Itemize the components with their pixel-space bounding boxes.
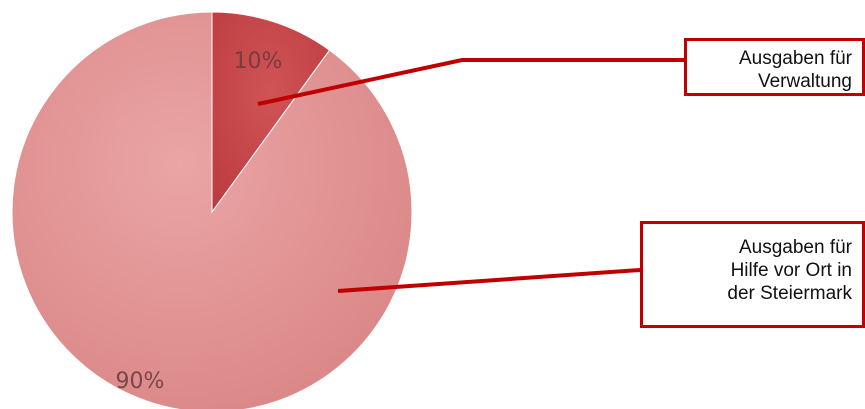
pie-slice-verwaltung xyxy=(211,11,331,214)
callout-hilfe-line-1: Ausgaben für xyxy=(738,237,852,258)
leader-line-hilfe-vor-ort xyxy=(337,268,641,293)
pie-slices xyxy=(11,11,413,409)
pie-percent-labels: 10% 90% xyxy=(116,49,283,394)
callout-verwaltung: Ausgaben für Verwaltung xyxy=(684,38,865,96)
leader-line-verwaltung xyxy=(257,58,684,106)
callout-leader-lines xyxy=(257,58,684,293)
pie-slice-hilfe-vor-ort xyxy=(11,11,413,409)
pct-label-verwaltung: 10% xyxy=(234,49,283,74)
callout-hilfe-line-3: der Steiermark xyxy=(727,283,852,304)
callout-verwaltung-line-1: Ausgaben für xyxy=(738,48,852,69)
pct-label-hilfe-vor-ort: 90% xyxy=(116,369,165,394)
callout-verwaltung-line-2: Verwaltung xyxy=(757,71,852,92)
callout-hilfe-vor-ort: Ausgaben für Hilfe vor Ort in der Steier… xyxy=(640,221,865,328)
callout-hilfe-line-2: Hilfe vor Ort in xyxy=(730,260,852,281)
